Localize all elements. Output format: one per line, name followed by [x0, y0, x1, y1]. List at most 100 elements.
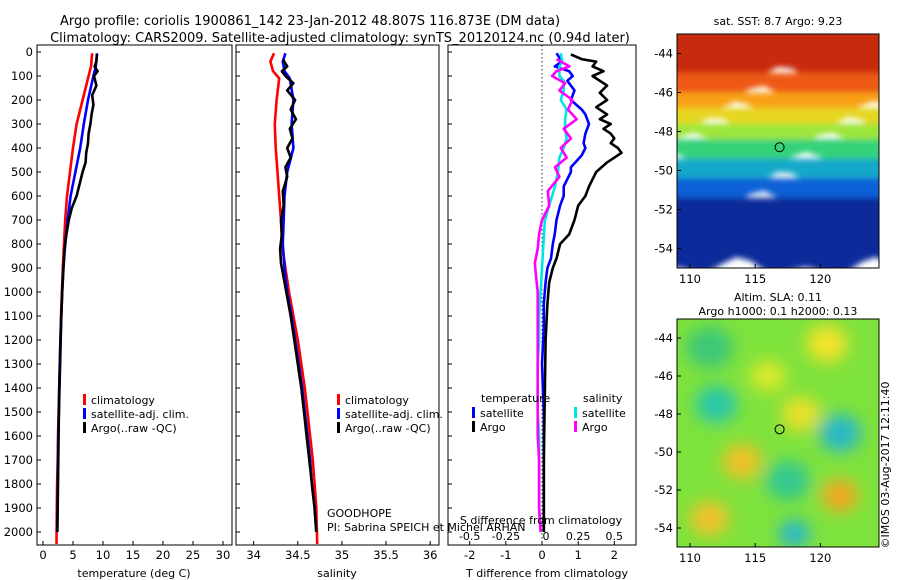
x-tick-label: 15 — [126, 548, 141, 562]
difference-line-salinity-argo — [533, 58, 578, 533]
legend-satellite-adj-swatch — [337, 408, 340, 419]
temperature-series — [55, 53, 99, 545]
salinity-line-satellite_adj — [281, 52, 318, 533]
y-tick-label: 1800 — [4, 477, 33, 491]
legend-satellite-adj-label: satellite-adj. clim. — [345, 408, 443, 421]
y-tick-label: 700 — [11, 213, 33, 227]
legend-heading-temperature: temperature — [481, 392, 550, 405]
sst-map-ticks: 110 115 120 -44 -46 -48 -50 -52 -54 — [654, 47, 831, 287]
sst-map-panel: sat. SST: 8.7 Argo: 9.23 110 115 120 -44 -46… — [654, 15, 880, 287]
legend-temperature-argo-swatch — [472, 421, 475, 432]
map-x-tick-label: 115 — [744, 551, 766, 565]
legend-heading-salinity: salinity — [583, 392, 623, 405]
sla-map-title-line2: Argo h1000: 0.1 h2000: 0.13 — [699, 305, 858, 318]
copyright-side-label: ©IMOS 03-Aug-2017 12:11:40 — [879, 382, 892, 549]
sla-anomaly-blob — [722, 443, 762, 480]
map-y-tick-label: -48 — [654, 125, 673, 139]
sla-anomaly-blob — [819, 414, 861, 452]
map-y-tick-label: -48 — [654, 407, 673, 421]
map-y-tick-label: -54 — [654, 521, 673, 535]
sla-blob-group — [686, 324, 861, 547]
x-tick-label: 10 — [96, 548, 111, 562]
sst-band — [677, 108, 879, 136]
y-tick-label: 1900 — [4, 501, 33, 515]
x-tick-label: 2 — [611, 548, 618, 562]
sst-map-frame — [676, 33, 880, 269]
y-tick-label: 800 — [11, 237, 33, 251]
sla-map-ticks: 110 115 120 -44 -46 -48 -50 -52 -54 — [654, 331, 831, 565]
map-y-tick-label: -54 — [654, 242, 673, 256]
temperature-panel: 0 5 10 15 20 25 300100200300400500600700800900… — [4, 44, 233, 580]
x-tick-label: 25 — [186, 548, 201, 562]
map-y-tick-label: -52 — [654, 483, 673, 497]
y-tick-label: 1200 — [4, 333, 33, 347]
salinity-axis-ticks: 34 34.5 35 35.5 36 — [236, 51, 438, 562]
x-tick-label-salinity: 0.25 — [566, 530, 591, 543]
sla-argo-location-marker — [774, 424, 785, 435]
legend-salinity-argo-swatch — [574, 421, 577, 432]
map-x-tick-label: 120 — [809, 551, 831, 565]
y-tick-label: 1600 — [4, 429, 33, 443]
sla-map-title-line1: Altim. SLA: 0.11 — [734, 291, 822, 304]
legend-temperature-satellite-swatch — [472, 407, 475, 418]
map-y-tick-label: -50 — [654, 164, 673, 178]
sla-anomaly-blob — [765, 460, 810, 501]
legend-salinity-satellite-label: satellite — [582, 407, 626, 420]
sst-band — [677, 34, 879, 86]
pi-label: PI: Sabrina SPEICH et Michel ARHAN — [327, 521, 526, 534]
project-label: GOODHOPE — [327, 507, 392, 520]
sla-anomaly-blob — [686, 326, 734, 369]
legend-climatology-swatch — [83, 394, 86, 405]
sst-argo-location-marker — [774, 142, 785, 153]
map-x-tick-label: 120 — [809, 272, 831, 286]
x-tick-label: -2 — [464, 548, 475, 562]
y-tick-label: 1300 — [4, 357, 33, 371]
y-tick-label: 900 — [11, 261, 33, 275]
salinity-line-argo — [278, 58, 318, 533]
difference-axis-ticks: -2 -1 0 1 2 -0.5 -0.25 0 0.25 0.5 — [448, 51, 623, 562]
map-y-tick-label: -46 — [654, 86, 673, 100]
legend-argo-label: Argo(..raw -QC) — [345, 422, 431, 435]
y-tick-label: 200 — [11, 93, 33, 107]
legend-temperature-argo-label: Argo — [480, 421, 506, 434]
x-tick-label: 0 — [39, 548, 46, 562]
y-tick-label: 1100 — [4, 309, 33, 323]
sla-heatmap — [677, 319, 879, 547]
map-x-tick-label: 110 — [679, 551, 701, 565]
y-tick-label: 300 — [11, 117, 33, 131]
x-tick-label: 35 — [335, 548, 350, 562]
legend-climatology-label: climatology — [345, 394, 409, 407]
temperature-panel-frame — [36, 44, 233, 546]
difference-line-temperature-satellite — [540, 52, 591, 532]
legend-argo-swatch — [83, 422, 86, 433]
legend-climatology-swatch — [337, 394, 340, 405]
legend-satellite-adj-swatch — [83, 408, 86, 419]
map-x-tick-label: 115 — [744, 272, 766, 286]
x-tick-label: 35.5 — [373, 548, 399, 562]
sla-anomaly-blob — [781, 396, 821, 432]
legend-climatology-label: climatology — [91, 394, 155, 407]
sla-map-panel: Altim. SLA: 0.11 Argo h1000: 0.1 h2000: … — [654, 291, 880, 565]
salinity-series — [269, 52, 319, 545]
temperature-xlabel: temperature (deg C) — [77, 567, 190, 580]
x-tick-label-salinity: -0.25 — [492, 530, 520, 543]
sst-band — [677, 197, 879, 268]
x-tick-label: 36 — [423, 548, 438, 562]
difference-series — [533, 45, 623, 545]
sla-anomaly-blob — [749, 359, 787, 393]
x-tick-label: 5 — [69, 548, 76, 562]
y-tick-label: 0 — [26, 45, 33, 59]
map-y-tick-label: -46 — [654, 369, 673, 383]
map-y-tick-label: -50 — [654, 445, 673, 459]
salinity-panel: 34 34.5 35 35.5 36 salinity climatologysatel… — [235, 44, 526, 580]
map-y-tick-label: -52 — [654, 203, 673, 217]
sst-band-group — [677, 34, 879, 268]
temperature-line-argo — [56, 54, 99, 533]
y-tick-label: 1400 — [4, 381, 33, 395]
figure-title-line2: Climatology: CARS2009. Satellite-adjuste… — [50, 31, 630, 46]
sla-anomaly-blob — [806, 324, 848, 363]
figure-title-line1: Argo profile: coriolis 1900861_142 23-Ja… — [60, 14, 560, 29]
y-tick-label: 100 — [11, 69, 33, 83]
